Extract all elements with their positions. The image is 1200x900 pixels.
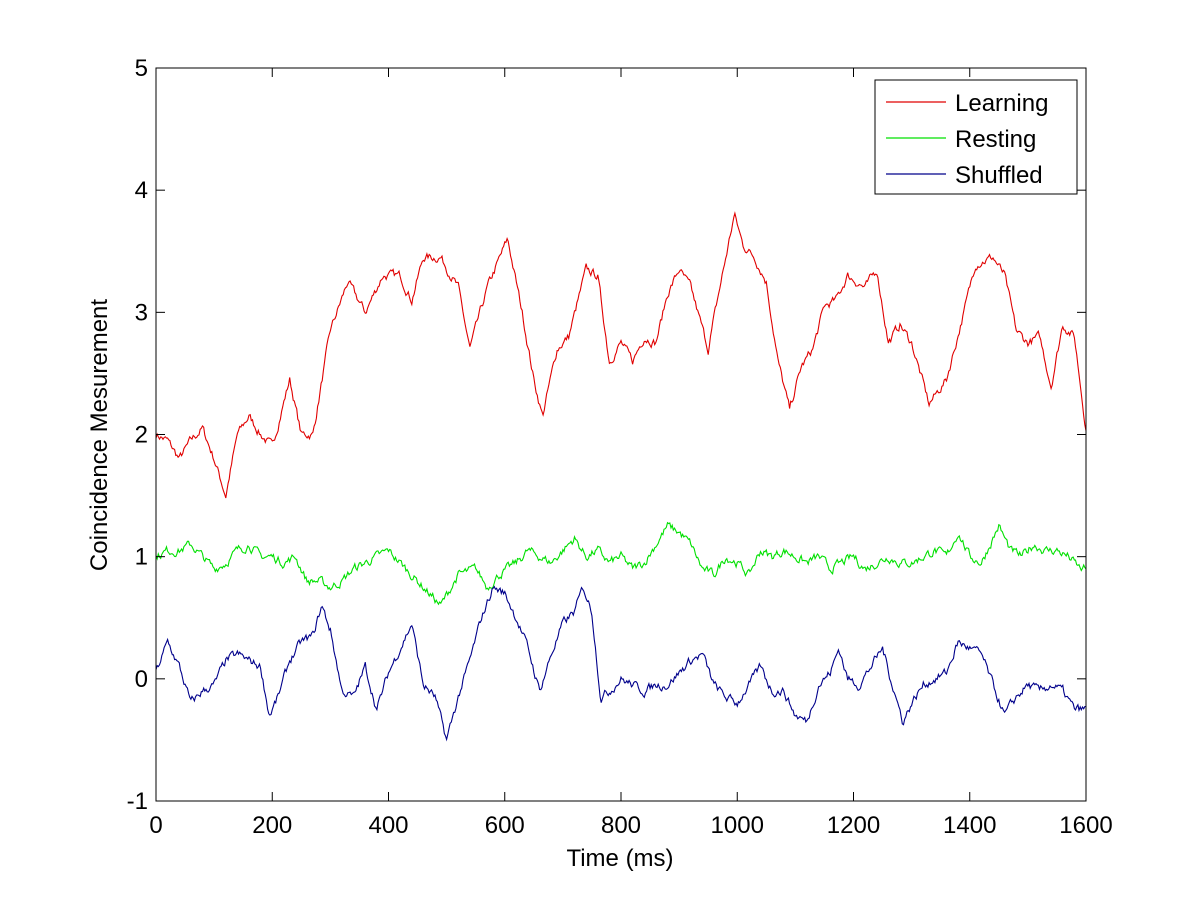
x-tick-label: 200	[252, 812, 292, 839]
legend-label-resting: Resting	[955, 126, 1036, 153]
x-tick-label: 600	[485, 812, 525, 839]
x-axis-label: Time (ms)	[566, 845, 673, 872]
legend-label-shuffled: Shuffled	[955, 162, 1043, 189]
series-line-resting	[155, 521, 1087, 606]
legend-box	[874, 79, 1078, 195]
x-tick-label: 800	[601, 812, 641, 839]
y-tick-label: 4	[135, 177, 148, 204]
y-tick-label: 5	[135, 55, 148, 82]
x-tick-label: 0	[149, 812, 162, 839]
y-tick-label: 2	[135, 422, 148, 449]
series-line-learning	[155, 211, 1087, 499]
x-tick-label: 1000	[711, 812, 764, 839]
x-tick-label: 400	[368, 812, 408, 839]
y-tick-label: -1	[127, 788, 148, 815]
y-axis-label: Coincidence Mesurement	[86, 299, 113, 571]
legend: Learning Resting Shuffled	[874, 79, 1078, 195]
series-layer	[155, 211, 1087, 742]
legend-label-learning: Learning	[955, 90, 1048, 117]
y-tick-label: 0	[135, 666, 148, 693]
x-tick-label: 1600	[1059, 812, 1112, 839]
x-tick-label: 1200	[827, 812, 880, 839]
y-tick-label: 1	[135, 544, 148, 571]
y-tick-label: 3	[135, 299, 148, 326]
x-tick-label: 1400	[943, 812, 996, 839]
series-line-shuffled	[155, 585, 1087, 742]
